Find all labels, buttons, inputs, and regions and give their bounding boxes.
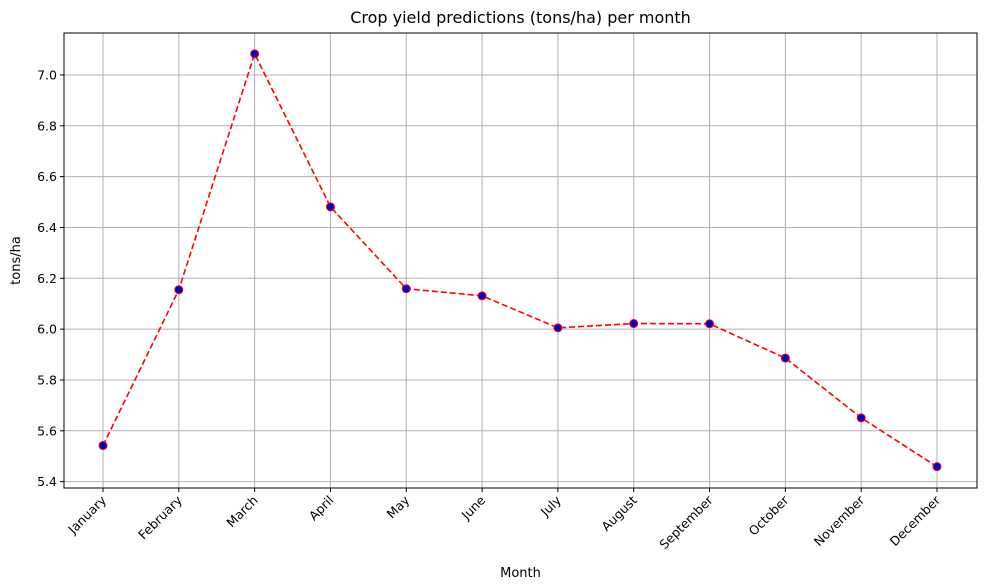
y-tick-label: 6.4 [37, 220, 57, 235]
data-point [705, 319, 715, 329]
x-tick-label: October [746, 492, 793, 539]
y-tick-label: 6.6 [37, 169, 57, 184]
y-tick-label: 5.6 [37, 423, 57, 438]
data-point [629, 319, 639, 329]
y-tick-label: 7.0 [37, 67, 57, 82]
data-point [553, 323, 563, 333]
y-axis-ticks: 5.4 5.6 5.8 6.0 6.2 6.4 6.6 6.8 7.0 [37, 67, 64, 489]
x-tick-label: June [458, 492, 489, 523]
plot-frame [63, 32, 978, 489]
y-tick-label: 5.4 [37, 474, 57, 489]
y-tick-label: 6.8 [37, 118, 57, 133]
x-tick-label: July [537, 492, 565, 520]
data-point [477, 291, 487, 301]
data-point [98, 441, 108, 451]
data-point [932, 462, 942, 472]
data-point [174, 285, 184, 295]
x-axis-ticks: January February March April May June July Augu… [64, 488, 944, 552]
y-tick-label: 6.0 [37, 322, 57, 337]
x-tick-label: December [887, 492, 944, 549]
data-point [401, 284, 411, 294]
x-tick-label: March [223, 493, 261, 531]
y-tick-label: 5.8 [37, 372, 57, 387]
x-tick-label: January [64, 492, 109, 537]
data-point [780, 353, 790, 363]
data-point [250, 49, 260, 59]
y-axis-label: tons/ha [9, 236, 24, 285]
data-point [325, 202, 335, 212]
series-markers [98, 49, 942, 472]
y-tick-label: 6.2 [37, 271, 57, 286]
grid-layer [64, 33, 977, 488]
x-tick-label: February [135, 492, 185, 542]
x-tick-label: May [384, 492, 413, 521]
series-line [102, 51, 938, 468]
x-tick-label: April [306, 493, 337, 524]
chart-title: Crop yield predictions (tons/ha) per mon… [350, 8, 691, 27]
x-tick-label: September [656, 492, 716, 552]
data-point [856, 413, 866, 423]
x-tick-label: August [598, 492, 640, 534]
x-tick-label: November [811, 492, 868, 549]
x-axis-label: Month [500, 566, 541, 581]
